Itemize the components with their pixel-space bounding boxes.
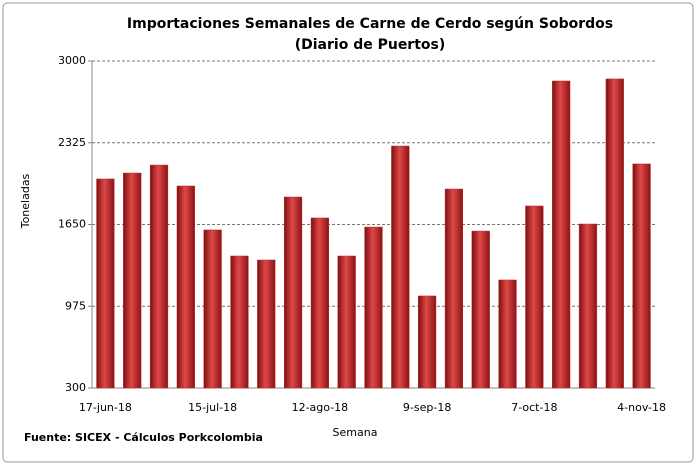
- x-tick-label: 4-nov-18: [617, 401, 666, 414]
- bar: [230, 255, 249, 389]
- bar: [418, 295, 437, 389]
- bar: [310, 217, 329, 389]
- bar: [203, 229, 222, 389]
- x-tick-label: 9-sep-18: [403, 401, 451, 414]
- x-axis-label: Semana: [333, 426, 378, 439]
- y-axis-label: Toneladas: [19, 173, 32, 229]
- bar: [96, 178, 115, 389]
- bar: [605, 78, 624, 389]
- chart-title: Importaciones Semanales de Carne de Cerd…: [127, 16, 613, 32]
- y-tick-label: 975: [65, 299, 86, 312]
- bar: [149, 164, 169, 389]
- source-note: Fuente: SICEX - Cálculos Porkcolombia: [24, 431, 263, 444]
- y-tick-label: 1650: [58, 218, 86, 231]
- bar: [337, 255, 356, 389]
- x-tick-label: 7-oct-18: [511, 401, 557, 414]
- x-tick-label: 15-jul-18: [188, 401, 237, 414]
- bar: [578, 223, 598, 389]
- chart-subtitle: (Diario de Puertos): [295, 37, 446, 53]
- y-tick-label: 300: [65, 381, 86, 394]
- bar: [444, 188, 464, 389]
- bar: [552, 80, 571, 389]
- bar: [176, 185, 195, 389]
- y-tick-label: 3000: [58, 54, 86, 67]
- bar: [498, 279, 517, 389]
- bar: [632, 163, 651, 389]
- bar: [364, 226, 383, 389]
- bar: [123, 172, 142, 389]
- bar: [471, 230, 490, 389]
- bar: [525, 205, 544, 389]
- x-tick-label: 12-ago-18: [292, 401, 349, 414]
- bar: [257, 259, 276, 389]
- y-tick-label: 2325: [58, 136, 86, 149]
- chart-frame: [2, 2, 694, 463]
- bar: [283, 196, 303, 389]
- bar: [391, 145, 410, 389]
- x-tick-label: 17-jun-18: [79, 401, 132, 414]
